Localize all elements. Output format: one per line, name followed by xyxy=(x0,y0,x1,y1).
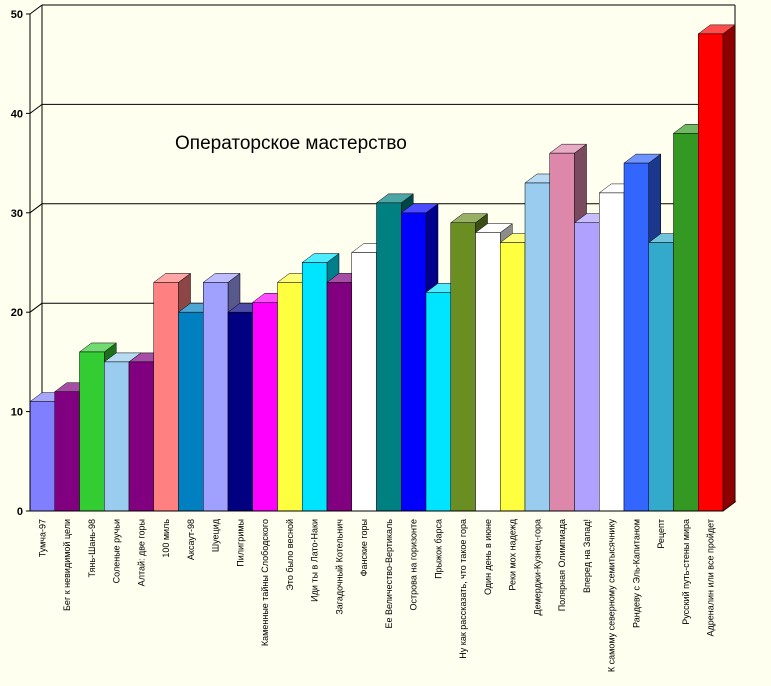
x-tick-label: Бег к невидимой цели xyxy=(62,519,72,611)
bar-front xyxy=(203,282,229,512)
y-tick-label: 40 xyxy=(11,108,23,120)
bar-front xyxy=(500,242,526,512)
bar xyxy=(697,24,736,512)
x-tick-label: 100 миль xyxy=(161,519,171,558)
bar-front xyxy=(29,401,55,512)
bar-front xyxy=(549,152,575,512)
bar-front xyxy=(277,282,303,512)
bar-front xyxy=(128,361,154,512)
x-tick-label: Аксаут-98 xyxy=(186,519,196,560)
bar-front xyxy=(425,292,451,512)
bar-front xyxy=(227,311,253,512)
bar-front xyxy=(599,192,625,512)
bar-front xyxy=(574,222,600,512)
y-tick-label: 10 xyxy=(11,407,23,419)
bar-front xyxy=(524,182,550,512)
x-tick-label: Ее Величество-Вертикаль xyxy=(384,519,394,629)
x-tick-label: Демерджи-Кузнец-гора xyxy=(532,519,542,616)
y-tick-label: 30 xyxy=(11,208,23,220)
bar-front xyxy=(401,212,427,512)
bar-front xyxy=(698,33,724,512)
x-tick-label: Соленые ручьи xyxy=(112,519,122,583)
bar-front xyxy=(252,302,278,512)
x-tick-label: К самому северному семитысячнику xyxy=(607,519,617,673)
bar-front xyxy=(79,351,105,512)
x-tick-label: Рандеву с Эль-Капитаном xyxy=(631,519,641,628)
bar-front xyxy=(376,202,402,512)
gridline-depth xyxy=(29,4,43,15)
bar-front xyxy=(178,311,204,512)
x-tick-label: Это было весной xyxy=(285,519,295,591)
x-tick-label: Русский путь-стены мира xyxy=(681,519,691,625)
x-tick-label: Тумча-97 xyxy=(37,519,47,557)
x-tick-label: Адреналин или все пройдет xyxy=(706,519,716,636)
y-tick-label: 50 xyxy=(11,9,23,21)
x-tick-label: Ну как рассказать, что такое гора xyxy=(458,519,468,659)
gridline-depth xyxy=(29,104,43,114)
x-tick-label: Иди ты в Лато-Наки xyxy=(310,519,320,602)
bar-front xyxy=(351,252,377,512)
x-tick-label: Реки мох надежд xyxy=(508,518,518,590)
chart-title: Операторское мастерство xyxy=(175,133,407,154)
x-tick-label: Рецепт xyxy=(656,519,666,549)
x-tick-label: Полярная Олимпиада xyxy=(557,519,567,611)
x-tick-label: Каменные тайны Слободского xyxy=(260,519,270,646)
x-tick-label: Тянь-Шань-98 xyxy=(87,519,97,577)
gridline-depth xyxy=(29,302,43,313)
bar-front xyxy=(104,361,130,512)
axis-layer: 0 10 20 30 40 50 Тумча-97 Бег к невидимой цели Т… xyxy=(11,9,723,672)
bar-side xyxy=(722,24,736,512)
bar-front xyxy=(623,162,649,512)
y-tick-label: 0 xyxy=(17,506,23,518)
bar-front xyxy=(302,262,328,512)
gridline-depth xyxy=(29,203,43,214)
y-tick-label: 20 xyxy=(11,307,23,319)
bar-front xyxy=(326,282,352,512)
bar-front xyxy=(54,391,80,512)
x-tick-label: Алтай: две горы xyxy=(136,519,146,586)
bar-front xyxy=(648,242,674,512)
x-tick-label: Прыжок барса xyxy=(433,519,443,579)
x-tick-label: Загадочный Котельнич xyxy=(334,519,344,615)
x-tick-label: Пилигримы xyxy=(235,519,245,567)
x-tick-label: Острова на горизонте xyxy=(409,519,419,610)
bar-front xyxy=(450,222,476,512)
x-tick-label: Один день в июне xyxy=(483,519,493,595)
bar-front xyxy=(475,232,501,512)
bar-layer xyxy=(29,24,736,512)
x-tick-label: Шуецид xyxy=(211,518,221,552)
x-tick-label: Фанские горы xyxy=(359,519,369,576)
bar-front xyxy=(153,282,179,512)
x-tick-label: Вперед на Запад! xyxy=(582,519,592,593)
bar-front xyxy=(673,133,699,512)
